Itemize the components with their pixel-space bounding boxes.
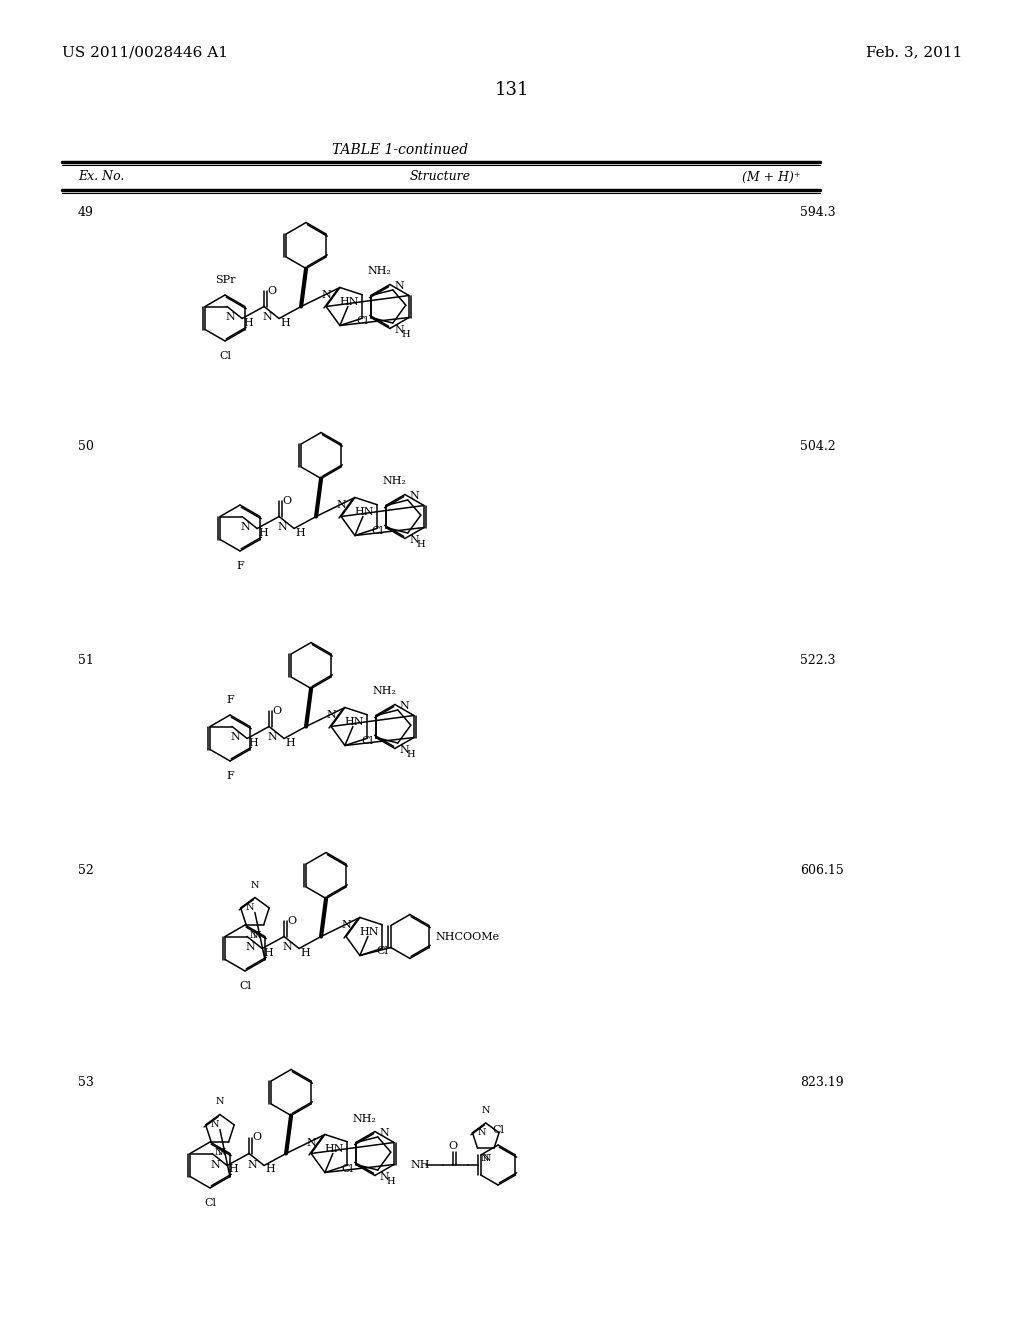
Text: H: H: [248, 738, 258, 747]
Text: Ex. No.: Ex. No.: [78, 170, 124, 183]
Text: H: H: [263, 948, 272, 957]
Text: F: F: [226, 696, 233, 705]
Text: Cl: Cl: [219, 351, 231, 360]
Text: HN: HN: [325, 1143, 344, 1154]
Text: HN: HN: [345, 717, 365, 727]
Text: O: O: [267, 285, 276, 296]
Text: N: N: [283, 942, 292, 953]
Text: N: N: [249, 931, 258, 940]
Text: NH₂: NH₂: [373, 686, 397, 697]
Text: N: N: [246, 903, 254, 912]
Text: H: H: [265, 1164, 274, 1175]
Text: O: O: [282, 495, 291, 506]
Text: N: N: [262, 313, 272, 322]
Text: O: O: [272, 705, 282, 715]
Text: N: N: [410, 535, 420, 545]
Text: Cl: Cl: [341, 1163, 353, 1173]
Text: N: N: [399, 701, 410, 711]
Text: Cl: Cl: [372, 527, 383, 536]
Text: H: H: [387, 1177, 395, 1187]
Text: 52: 52: [78, 863, 94, 876]
Text: NH₂: NH₂: [368, 267, 392, 276]
Text: H: H: [300, 948, 310, 957]
Text: 823.19: 823.19: [800, 1076, 844, 1089]
Text: NH₂: NH₂: [383, 477, 407, 487]
Text: HN: HN: [340, 297, 359, 306]
Text: 49: 49: [78, 206, 94, 219]
Text: NH₂: NH₂: [353, 1114, 377, 1123]
Text: N: N: [230, 733, 240, 742]
Text: O: O: [252, 1133, 261, 1143]
Text: TABLE 1-continued: TABLE 1-continued: [332, 143, 468, 157]
Text: N: N: [380, 1172, 389, 1181]
Text: N: N: [341, 920, 351, 931]
Text: Cl: Cl: [361, 737, 374, 747]
Text: N: N: [246, 942, 255, 953]
Text: H: H: [285, 738, 295, 747]
Text: N: N: [482, 1154, 490, 1163]
Text: NHCOOMe: NHCOOMe: [436, 932, 500, 941]
Text: F: F: [237, 561, 244, 572]
Text: SPr: SPr: [215, 275, 236, 285]
Text: HN: HN: [359, 927, 379, 937]
Text: 53: 53: [78, 1076, 94, 1089]
Text: F: F: [226, 771, 233, 781]
Text: N: N: [399, 744, 410, 755]
Text: Feb. 3, 2011: Feb. 3, 2011: [865, 45, 962, 59]
Text: N: N: [481, 1106, 490, 1115]
Text: N: N: [214, 1147, 222, 1156]
Text: N: N: [410, 491, 420, 502]
Text: O: O: [287, 916, 296, 925]
Text: Structure: Structure: [410, 170, 470, 183]
Text: Cl: Cl: [493, 1125, 504, 1135]
Text: N: N: [217, 1147, 225, 1156]
Text: N: N: [322, 290, 331, 301]
Text: 131: 131: [495, 81, 529, 99]
Text: O: O: [449, 1140, 458, 1151]
Text: N: N: [267, 733, 278, 742]
Text: Cl: Cl: [204, 1199, 216, 1208]
Text: H: H: [295, 528, 305, 537]
Text: H: H: [401, 330, 411, 339]
Text: N: N: [395, 325, 404, 335]
Text: N: N: [241, 523, 250, 532]
Text: N: N: [216, 1097, 224, 1106]
Text: N: N: [225, 313, 236, 322]
Text: H: H: [258, 528, 268, 537]
Text: Cl: Cl: [239, 981, 251, 991]
Text: 594.3: 594.3: [800, 206, 836, 219]
Text: N: N: [248, 1159, 257, 1170]
Text: 606.15: 606.15: [800, 863, 844, 876]
Text: N: N: [251, 880, 259, 890]
Text: H: H: [407, 750, 416, 759]
Text: N: N: [278, 523, 287, 532]
Text: (M + H)⁺: (M + H)⁺: [741, 170, 800, 183]
Text: N: N: [336, 500, 346, 511]
Text: N: N: [477, 1129, 486, 1137]
Text: Cl: Cl: [376, 946, 388, 957]
Text: N: N: [480, 1154, 489, 1163]
Text: N: N: [395, 281, 404, 290]
Text: N: N: [210, 1159, 220, 1170]
Text: N: N: [211, 1121, 219, 1130]
Text: US 2011/0028446 A1: US 2011/0028446 A1: [62, 45, 228, 59]
Text: H: H: [228, 1164, 238, 1175]
Text: 522.3: 522.3: [800, 653, 836, 667]
Text: N: N: [327, 710, 336, 721]
Text: 51: 51: [78, 653, 94, 667]
Text: Cl: Cl: [356, 317, 369, 326]
Text: H: H: [281, 318, 290, 327]
Text: H: H: [417, 540, 425, 549]
Text: 504.2: 504.2: [800, 441, 836, 454]
Text: NH: NH: [410, 1160, 430, 1170]
Text: N: N: [252, 931, 261, 940]
Text: 50: 50: [78, 441, 94, 454]
Text: N: N: [380, 1129, 389, 1138]
Text: N: N: [306, 1138, 316, 1147]
Text: HN: HN: [354, 507, 374, 516]
Text: H: H: [243, 318, 253, 327]
